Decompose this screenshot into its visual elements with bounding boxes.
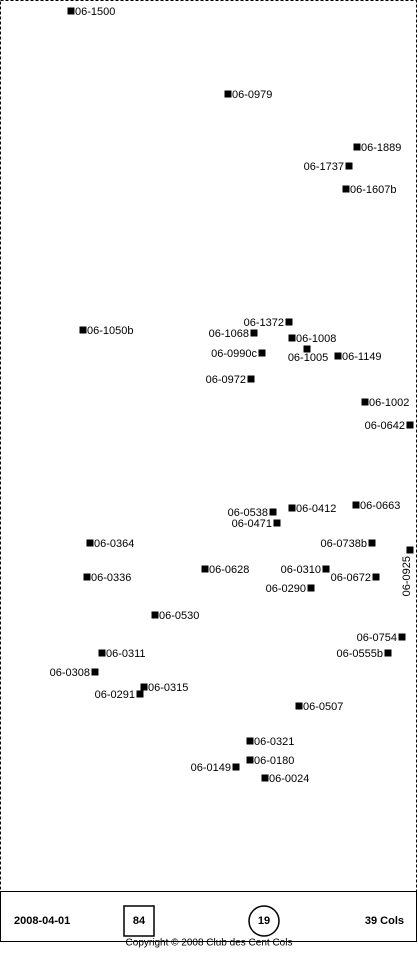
col-label: 06-0530	[159, 610, 199, 622]
col-label: 06-1050b	[87, 325, 134, 337]
circle-icon	[248, 905, 280, 937]
col-marker	[303, 345, 311, 353]
col-label: 06-1002	[369, 397, 409, 409]
col-marker	[353, 143, 361, 151]
col-marker	[246, 756, 254, 764]
col-marker	[372, 573, 380, 581]
col-label: 06-1500	[75, 6, 115, 18]
col-label: 06-0311	[106, 648, 146, 660]
circle-count: 19	[258, 915, 270, 927]
col-label: 06-0738b	[321, 538, 368, 550]
col-label: 06-1008	[296, 333, 336, 345]
col-marker	[201, 565, 209, 573]
col-marker	[246, 737, 254, 745]
col-marker	[368, 539, 376, 547]
col-marker	[345, 162, 353, 170]
footer-frame	[0, 891, 417, 942]
col-marker	[288, 334, 296, 342]
col-marker	[91, 668, 99, 676]
col-marker	[151, 611, 159, 619]
col-marker	[322, 565, 330, 573]
col-label: 06-0979	[232, 89, 272, 101]
col-label: 06-0538	[228, 507, 268, 519]
col-label: 06-0972	[206, 374, 246, 386]
col-label: 06-0507	[303, 701, 343, 713]
col-label: 06-0315	[148, 682, 188, 694]
col-label: 06-0308	[50, 667, 90, 679]
col-marker	[86, 539, 94, 547]
col-label: 06-0555b	[337, 648, 384, 660]
col-label: 06-0024	[269, 773, 309, 785]
col-marker	[224, 90, 232, 98]
col-marker	[98, 649, 106, 657]
footer-total: 39 Cols	[365, 915, 404, 927]
map-frame	[0, 0, 417, 892]
col-marker	[136, 690, 144, 698]
col-label: 06-0290	[266, 583, 306, 595]
col-marker	[247, 375, 255, 383]
col-label: 06-1068	[209, 328, 249, 340]
col-label: 06-1372	[244, 317, 284, 329]
col-marker	[232, 763, 240, 771]
col-marker	[261, 774, 269, 782]
col-label: 06-0336	[91, 572, 131, 584]
col-marker	[250, 329, 258, 337]
col-marker	[67, 7, 75, 15]
col-marker	[140, 683, 148, 691]
col-label: 06-0642	[365, 420, 405, 432]
col-marker	[269, 508, 277, 516]
col-label: 06-0628	[209, 564, 249, 576]
col-label: 06-0180	[254, 755, 294, 767]
col-label: 06-1149	[342, 351, 382, 363]
col-label: 06-0754	[357, 632, 397, 644]
col-label: 06-0471	[232, 518, 272, 530]
col-marker	[342, 185, 350, 193]
col-label: 06-0672	[331, 572, 371, 584]
col-label: 06-0990c	[211, 348, 257, 360]
col-marker	[334, 352, 342, 360]
col-marker	[285, 318, 293, 326]
col-marker	[83, 573, 91, 581]
col-label: 06-0412	[296, 503, 336, 515]
col-label: 06-0149	[191, 762, 231, 774]
col-marker	[295, 702, 303, 710]
col-label: 06-0310	[281, 564, 321, 576]
col-label: 06-0291	[95, 689, 135, 701]
col-label: 06-0321	[254, 736, 294, 748]
col-marker	[273, 519, 281, 527]
col-marker	[288, 504, 296, 512]
col-marker	[398, 633, 406, 641]
col-label: 06-0364	[94, 538, 134, 550]
col-marker	[384, 649, 392, 657]
col-marker	[352, 501, 360, 509]
col-label: 06-1005	[288, 352, 328, 364]
col-marker	[258, 349, 266, 357]
col-label: 06-1889	[361, 142, 401, 154]
col-marker	[361, 398, 369, 406]
footer-date: 2008-04-01	[14, 915, 70, 927]
col-label: 06-1607b	[350, 184, 397, 196]
box-icon	[123, 905, 155, 937]
col-marker	[79, 326, 87, 334]
col-marker	[307, 584, 315, 592]
copyright: Copyright © 2008 Club des Cent Cols	[126, 938, 293, 949]
col-label: 06-0663	[360, 500, 400, 512]
box-count: 84	[133, 915, 146, 927]
col-label: 06-1737	[304, 161, 344, 173]
col-marker	[406, 421, 414, 429]
col-marker	[406, 546, 414, 554]
col-label: 06-0925	[401, 556, 413, 596]
